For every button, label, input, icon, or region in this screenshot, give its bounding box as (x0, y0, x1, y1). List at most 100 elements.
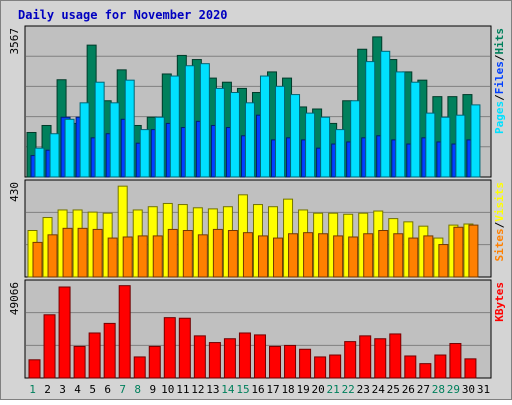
bar-sites-day-18 (288, 233, 299, 278)
bar-kbytes-day-3 (58, 286, 71, 379)
legend-hits-files-pages: Pages/Files/Hits (493, 28, 506, 134)
x-tick-label-day-15: 15 (236, 383, 249, 396)
bar-kbytes-day-1 (28, 359, 41, 379)
bar-pages-day-12 (199, 63, 210, 178)
bar-sites-day-22 (348, 236, 359, 278)
bar-kbytes-day-17 (269, 345, 282, 379)
bar-sites-day-15 (242, 232, 253, 278)
bar-pages-day-26 (410, 81, 421, 178)
x-tick-label-day-4: 4 (74, 383, 81, 396)
legend-kbytes: KBytes (493, 282, 506, 322)
x-tick-label-day-11: 11 (176, 383, 189, 396)
x-tick-label-day-8: 8 (134, 383, 141, 396)
legend-item-kbytes: KBytes (493, 282, 506, 322)
bar-kbytes-day-7 (118, 285, 131, 379)
bar-sites-day-2 (47, 234, 58, 278)
x-tick-label-day-13: 13 (206, 383, 219, 396)
bar-kbytes-day-26 (404, 355, 417, 379)
x-tick-label-day-21: 21 (327, 383, 340, 396)
bar-sites-day-19 (303, 232, 314, 278)
bar-pages-day-28 (440, 116, 451, 178)
bar-pages-day-20 (320, 116, 331, 178)
bar-kbytes-day-4 (73, 345, 86, 379)
x-tick-label-day-28: 28 (432, 383, 445, 396)
x-tick-label-day-23: 23 (357, 383, 370, 396)
x-tick-label-day-5: 5 (89, 383, 96, 396)
bar-sites-day-7 (122, 236, 133, 278)
x-tick-label-day-24: 24 (372, 383, 386, 396)
panel-visits-sites: 430 Sites/Visits (8, 179, 506, 278)
bar-sites-day-23 (363, 233, 374, 278)
bar-kbytes-day-12 (193, 335, 206, 379)
bar-pages-day-3 (64, 118, 75, 178)
bar-sites-day-16 (257, 235, 268, 278)
x-tick-label-day-12: 12 (191, 383, 204, 396)
bar-sites-day-5 (92, 228, 103, 278)
bar-pages-day-15 (244, 102, 255, 178)
x-tick-label-day-20: 20 (312, 383, 325, 396)
bar-pages-day-19 (305, 112, 316, 178)
bar-sites-day-8 (137, 235, 148, 278)
x-tick-label-day-14: 14 (221, 383, 235, 396)
bar-sites-day-25 (393, 233, 404, 278)
bar-kbytes-day-10 (163, 317, 176, 379)
bar-kbytes-day-27 (419, 363, 432, 379)
x-tick-label-day-19: 19 (296, 383, 309, 396)
bar-pages-day-27 (425, 112, 436, 178)
bar-pages-day-21 (335, 129, 346, 178)
bar-pages-day-2 (49, 133, 60, 178)
bar-sites-day-13 (212, 228, 223, 278)
bar-kbytes-day-30 (464, 358, 477, 379)
bar-pages-day-9 (154, 116, 165, 178)
bar-pages-day-22 (350, 100, 361, 178)
x-tick-label-day-3: 3 (59, 383, 66, 396)
bar-kbytes-day-2 (43, 314, 56, 379)
panel-hits-files-pages: 3567 Pages/Files/Hits (8, 25, 506, 178)
bar-sites-day-11 (182, 230, 193, 278)
bar-pages-day-5 (94, 81, 105, 178)
bar-sites-day-4 (77, 227, 88, 278)
x-tick-label-day-29: 29 (447, 383, 460, 396)
bar-kbytes-day-23 (359, 335, 372, 379)
bar-kbytes-day-14 (223, 338, 236, 379)
bar-kbytes-day-29 (449, 343, 462, 379)
x-tick-label-day-31: 31 (477, 383, 490, 396)
x-tick-label-day-27: 27 (417, 383, 430, 396)
bar-sites-day-14 (227, 230, 238, 278)
bar-pages-day-4 (79, 102, 90, 178)
x-tick-label-day-26: 26 (402, 383, 415, 396)
x-tick-label-day-18: 18 (281, 383, 294, 396)
x-tick-label-day-25: 25 (387, 383, 400, 396)
bar-pages-day-14 (229, 92, 240, 178)
x-tick-label-day-2: 2 (44, 383, 51, 396)
bar-pages-day-6 (109, 102, 120, 178)
bar-kbytes-day-25 (389, 333, 402, 379)
x-tick-label-day-9: 9 (149, 383, 156, 396)
legend-item-visits: Visits (493, 182, 506, 222)
bar-kbytes-day-8 (133, 356, 146, 379)
legend-visits-sites: Sites/Visits (493, 182, 506, 262)
bar-kbytes-day-5 (88, 332, 101, 379)
bar-sites-day-6 (107, 237, 118, 278)
bar-pages-day-10 (169, 75, 180, 178)
bar-kbytes-day-9 (148, 345, 161, 379)
y-max-label: 49066 (8, 282, 21, 315)
legend-item-sep: / (493, 94, 506, 101)
x-tick-label-day-16: 16 (251, 383, 264, 396)
bar-pages-day-24 (380, 50, 391, 178)
bar-pages-day-17 (275, 85, 286, 178)
bar-pages-day-30 (470, 104, 481, 178)
y-max-label: 3567 (8, 28, 21, 55)
bar-sites-day-9 (152, 235, 163, 278)
y-max-label: 430 (8, 182, 21, 202)
x-tick-label-day-22: 22 (342, 383, 355, 396)
bar-sites-day-24 (378, 230, 389, 278)
bar-kbytes-day-11 (178, 317, 191, 379)
bar-sites-day-3 (62, 227, 73, 278)
bar-sites-day-17 (273, 237, 284, 278)
bar-kbytes-day-13 (208, 342, 221, 379)
legend-item-files: Files (493, 61, 506, 94)
bar-kbytes-day-16 (253, 334, 266, 379)
